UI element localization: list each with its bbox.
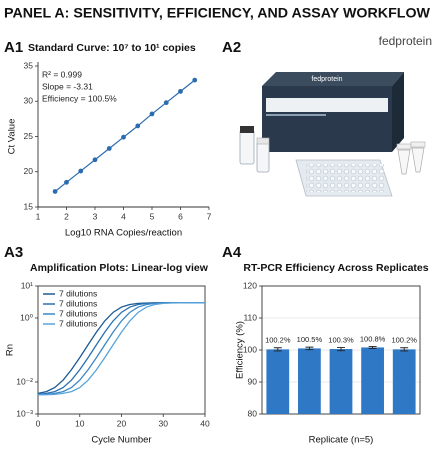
y-tick-label: 80 [248, 408, 258, 418]
figure-title: PANEL A: SENSITIVITY, EFFICIENCY, AND AS… [4, 5, 431, 21]
legend-label: 7 dilutions [59, 318, 97, 328]
series-line [38, 302, 205, 396]
bar [329, 349, 353, 414]
kit-box [262, 86, 392, 152]
x-tick-label: 5 [150, 211, 155, 221]
box-side [392, 72, 404, 152]
point [149, 111, 155, 117]
point [178, 88, 183, 94]
point [121, 134, 126, 140]
legend-label: 7 dilutions [59, 298, 97, 308]
bar [298, 348, 321, 414]
panel-label: A2 [222, 39, 241, 56]
value-label: 100.8% [360, 334, 386, 343]
point [135, 123, 141, 129]
vial [239, 129, 255, 165]
annotation: Slope = -3.31 [42, 81, 93, 91]
x-tick-label: 1 [36, 211, 41, 221]
plot-frame [37, 285, 206, 415]
x-tick-label: 2 [64, 211, 69, 221]
y-tick-label: 120 [243, 280, 257, 290]
value-label: 100.2% [265, 336, 291, 345]
point [92, 157, 98, 163]
vial-cap [240, 126, 254, 133]
tube [411, 147, 425, 173]
panel-label: A3 [4, 244, 23, 261]
chart-title: Standard Curve: 10⁷ to 10¹ copies [28, 42, 196, 54]
box-logo: fedprotein [311, 76, 342, 83]
y-tick-label: 30 [24, 96, 34, 106]
x-tick-label: 0 [36, 418, 41, 428]
tube-cap [396, 143, 412, 150]
bar [361, 347, 384, 414]
error-bar [368, 346, 377, 349]
y-tick-label: 10⁰ [20, 312, 33, 322]
chart-title: RT-PCR Efficiency Across Replicates [243, 262, 428, 274]
point [52, 189, 58, 194]
vial [256, 141, 270, 173]
error-bar [400, 347, 409, 352]
box-stripe [266, 114, 326, 116]
box-lid [262, 72, 404, 86]
product-image: A2 fedprotein fedprotein [222, 34, 432, 197]
x-axis-label: Replicate (n=5) [309, 435, 374, 446]
x-axis-label: Log10 RNA Copies/reaction [65, 228, 182, 239]
bar [392, 349, 416, 414]
y-tick-label: 100 [243, 344, 257, 354]
error-bar [305, 346, 314, 351]
y-tick-label: 10¹ [21, 280, 33, 290]
x-tick-label: 6 [178, 211, 183, 221]
error-bar [337, 346, 345, 352]
point [192, 77, 198, 83]
annotation: Efficiency = 100.5% [42, 93, 117, 103]
plate-wells [306, 164, 384, 192]
x-tick-label: 7 [207, 211, 212, 221]
x-tick-label: 30 [159, 418, 169, 428]
y-tick-label: 15 [24, 201, 34, 211]
box-label [266, 98, 388, 112]
x-tick-label: 4 [121, 211, 126, 221]
logo: fedprotein [379, 34, 432, 48]
x-axis-label: Cycle Number [91, 435, 151, 446]
x-tick-label: 10 [75, 418, 85, 428]
y-axis-label: Ct Value [7, 119, 18, 155]
y-axis-label: Efficiency (%) [235, 321, 246, 379]
panel-label: A1 [4, 39, 23, 56]
point [78, 168, 84, 174]
annotation: R² = 0.999 [42, 69, 82, 79]
legend-label: 7 dilutions [59, 288, 97, 298]
y-tick-label: 35 [24, 60, 34, 70]
y-tick-label: 25 [24, 131, 34, 141]
value-label: 100.3% [328, 335, 354, 344]
chart-title: Amplification Plots: Linear-log view [30, 262, 209, 274]
x-tick-label: 20 [117, 418, 127, 428]
point [163, 100, 169, 106]
x-tick-label: 3 [93, 211, 98, 221]
y-axis-label: Rn [5, 344, 16, 356]
point [106, 146, 112, 151]
y-tick-label: 90 [248, 376, 258, 386]
panel-label: A4 [222, 244, 242, 261]
vial-cap [256, 137, 270, 145]
x-tick-label: 40 [200, 418, 210, 428]
value-label: 100.2% [391, 336, 417, 345]
error-bar [273, 347, 282, 352]
tube [397, 149, 411, 175]
tube-cap [410, 141, 426, 148]
y-tick-label: 10⁻³ [16, 408, 33, 418]
y-tick-label: 110 [243, 312, 257, 322]
y-tick-label: 20 [24, 166, 34, 176]
bar [266, 349, 290, 414]
legend-label: 7 dilutions [59, 308, 97, 318]
y-tick-label: 10⁻² [16, 376, 33, 386]
point [64, 179, 69, 185]
value-label: 100.5% [297, 335, 323, 344]
